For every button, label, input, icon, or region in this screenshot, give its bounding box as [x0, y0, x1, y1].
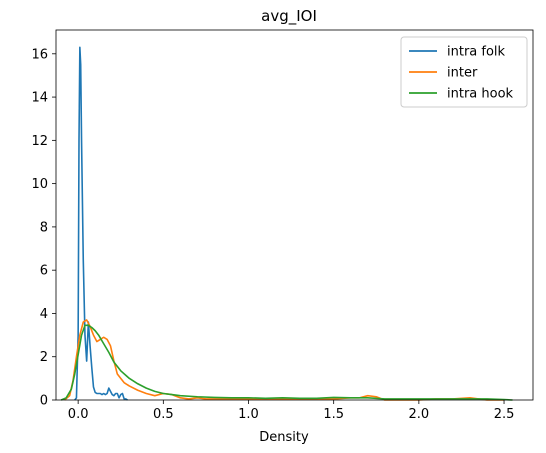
- y-tick-label: 0: [40, 394, 48, 409]
- series-line-inter: [64, 319, 505, 401]
- legend-label: inter: [447, 66, 478, 81]
- y-tick-label: 6: [40, 264, 48, 279]
- x-tick-label: 2.0: [409, 407, 430, 422]
- x-tick-label: 2.5: [494, 407, 515, 422]
- x-tick-label: 0.5: [153, 407, 174, 422]
- series-line-intra-folk: [74, 46, 128, 401]
- series-line-intra-hook: [60, 324, 513, 401]
- y-tick-label: 10: [31, 177, 48, 192]
- legend: intra folk inter intra hook: [400, 36, 528, 108]
- plot-frame: [55, 29, 534, 401]
- x-axis-label: Density: [259, 430, 309, 445]
- y-tick-label: 4: [40, 307, 48, 322]
- y-tick-label: 12: [31, 134, 48, 149]
- x-tick-label: 1.0: [238, 407, 259, 422]
- y-tick-label: 16: [31, 47, 48, 62]
- legend-label: intra folk: [447, 45, 506, 60]
- chart-title: avg_IOI: [261, 7, 317, 26]
- x-tick-label: 0.0: [68, 407, 89, 422]
- x-tick-label: 1.5: [323, 407, 344, 422]
- legend-box: [400, 36, 528, 108]
- y-tick-label: 2: [40, 350, 48, 365]
- y-tick-label: 14: [31, 91, 48, 106]
- legend-label: intra hook: [447, 87, 514, 102]
- ticks-layer: 0.0 0.5 1.0 1.5 2.0 2.5 0 2 4 6 8 10 12 14 16: [31, 47, 514, 422]
- y-tick-label: 8: [40, 220, 48, 235]
